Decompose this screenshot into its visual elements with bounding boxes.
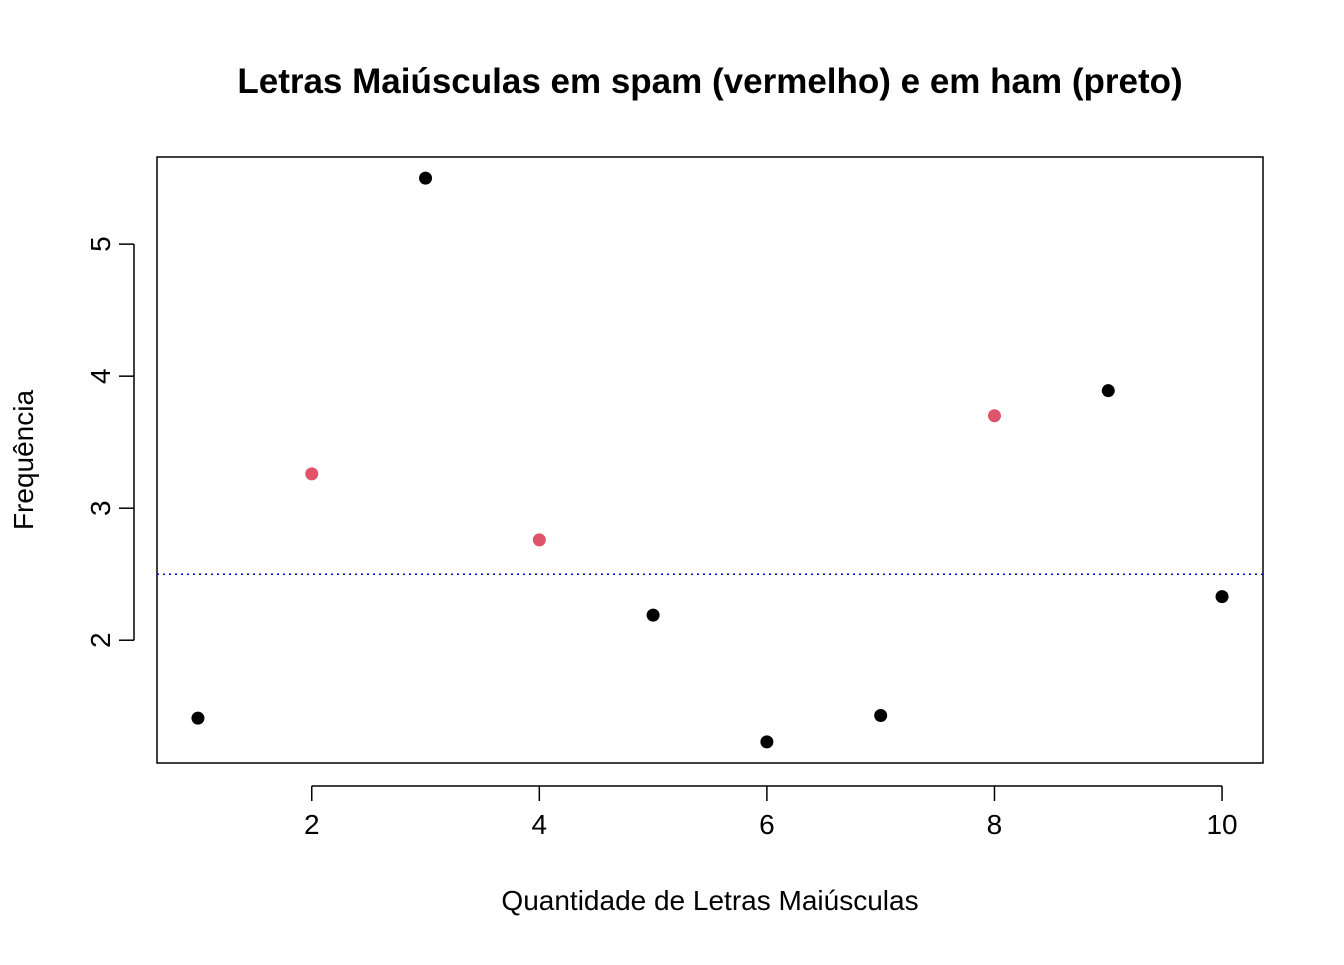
y-axis: 2 3 4 5 [85,236,135,648]
x-axis-label: Quantidade de Letras Maiúsculas [501,885,918,916]
data-point [1215,590,1229,604]
y-tick-label: 5 [85,236,116,252]
plot-area [156,156,1264,764]
data-point [191,711,205,725]
data-point [1101,384,1115,398]
data-points [191,171,1229,749]
plot-frame [156,156,1264,764]
chart-title: Letras Maiúsculas em spam (vermelho) e e… [237,62,1182,101]
y-tick-label: 2 [85,632,116,648]
y-tick-label: 4 [85,368,116,384]
data-point [532,533,546,547]
x-axis: 2 4 6 8 10 [304,785,1238,840]
data-point [305,467,319,481]
data-point [987,409,1001,423]
x-tick-label: 6 [759,809,775,840]
data-point [874,708,888,722]
x-tick-label: 4 [532,809,548,840]
y-axis-label: Frequência [8,390,39,531]
y-tick-label: 3 [85,500,116,516]
x-tick-label: 10 [1206,809,1237,840]
x-tick-label: 2 [304,809,320,840]
data-point [646,608,660,622]
data-point [419,171,433,185]
x-tick-label: 8 [987,809,1003,840]
data-point [760,735,774,749]
